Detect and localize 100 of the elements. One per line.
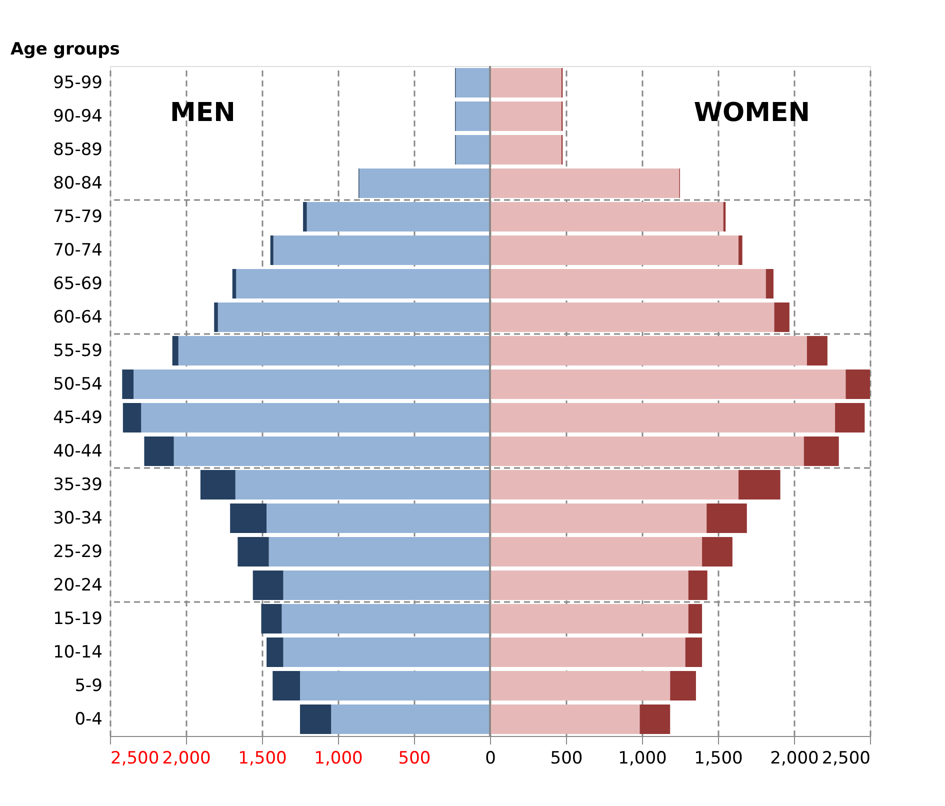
y-tick-label: 90-94 bbox=[53, 106, 102, 126]
bar bbox=[174, 436, 490, 466]
bar bbox=[490, 168, 680, 198]
bar bbox=[490, 102, 562, 131]
bar bbox=[261, 604, 282, 634]
bar bbox=[282, 604, 490, 634]
y-tick-label: 45-49 bbox=[53, 408, 102, 428]
x-tick-label: 2,000 bbox=[770, 748, 819, 768]
bar bbox=[359, 168, 490, 198]
bar bbox=[230, 504, 267, 533]
bar bbox=[232, 269, 236, 298]
bar bbox=[236, 269, 490, 298]
x-tick-label: 500 bbox=[550, 748, 583, 768]
bar bbox=[122, 370, 134, 399]
bar bbox=[490, 470, 739, 500]
y-tick-label: 95-99 bbox=[53, 72, 102, 93]
bar bbox=[172, 336, 178, 366]
x-tick-label: 500 bbox=[398, 748, 431, 768]
y-tick-label: 55-59 bbox=[53, 340, 102, 361]
x-tick-label: 2,500 bbox=[822, 748, 870, 768]
bar bbox=[490, 537, 702, 566]
bar bbox=[283, 638, 490, 667]
y-tick-label: 65-69 bbox=[53, 274, 102, 294]
bar bbox=[490, 302, 774, 332]
bar bbox=[688, 570, 708, 600]
y-tick-label: 50-54 bbox=[53, 374, 102, 394]
bar bbox=[331, 704, 490, 734]
annotation: WOMEN bbox=[694, 98, 810, 128]
x-tick-label: 1,500 bbox=[238, 748, 287, 768]
bar bbox=[804, 436, 839, 466]
bar bbox=[266, 504, 490, 533]
bar bbox=[738, 470, 780, 500]
bar bbox=[266, 638, 284, 667]
x-tick-label: 0 bbox=[485, 748, 496, 768]
y-tick-label: 40-44 bbox=[53, 441, 102, 462]
bar bbox=[306, 202, 490, 232]
bar bbox=[456, 68, 490, 98]
bar bbox=[283, 570, 490, 600]
bar bbox=[235, 470, 490, 500]
bar bbox=[214, 302, 218, 332]
y-tick-label: 75-79 bbox=[53, 206, 102, 227]
bar bbox=[300, 671, 490, 700]
y-tick-label: 85-89 bbox=[53, 140, 102, 160]
bar bbox=[273, 236, 490, 265]
bar bbox=[144, 436, 174, 466]
bar bbox=[252, 570, 284, 600]
bar bbox=[134, 370, 490, 399]
bar bbox=[270, 236, 274, 265]
y-axis-title: Age groups bbox=[10, 40, 120, 60]
bar bbox=[490, 638, 686, 667]
y-tick-label: 0-4 bbox=[74, 709, 102, 730]
y-tick-label: 35-39 bbox=[53, 474, 102, 495]
bar bbox=[774, 302, 790, 332]
y-tick-label: 60-64 bbox=[53, 307, 102, 328]
y-tick-label: 25-29 bbox=[53, 542, 102, 562]
y-tick-label: 30-34 bbox=[53, 508, 102, 528]
bar bbox=[490, 236, 739, 265]
bar bbox=[490, 202, 724, 232]
bar bbox=[490, 671, 670, 700]
bar bbox=[268, 537, 490, 566]
bar bbox=[490, 403, 836, 432]
bar bbox=[490, 336, 807, 366]
x-tick-label: 2,500 bbox=[110, 748, 160, 768]
bar bbox=[272, 671, 300, 700]
bar bbox=[835, 403, 865, 432]
bar bbox=[490, 68, 562, 98]
x-tick-label: 1,500 bbox=[694, 748, 743, 768]
y-tick-label: 10-14 bbox=[53, 642, 102, 662]
bar bbox=[490, 436, 804, 466]
bar bbox=[688, 604, 702, 634]
y-tick-label: 80-84 bbox=[53, 173, 102, 194]
bar bbox=[490, 504, 707, 533]
bar bbox=[670, 671, 696, 700]
bar bbox=[178, 336, 490, 366]
bar bbox=[685, 638, 702, 667]
bar bbox=[456, 102, 490, 131]
bar bbox=[490, 370, 846, 399]
bar bbox=[806, 336, 828, 366]
bar bbox=[706, 504, 747, 533]
bar bbox=[640, 704, 670, 734]
y-tick-label: 5-9 bbox=[74, 676, 102, 696]
bar bbox=[122, 403, 142, 432]
bar bbox=[238, 537, 269, 566]
bar bbox=[766, 269, 774, 298]
bar bbox=[456, 135, 490, 164]
x-tick-label: 2,000 bbox=[162, 748, 211, 768]
bar bbox=[490, 704, 640, 734]
bar bbox=[490, 269, 766, 298]
bar bbox=[490, 604, 688, 634]
x-tick-label: 1,000 bbox=[618, 748, 667, 768]
bar bbox=[300, 704, 332, 734]
bar bbox=[490, 135, 562, 164]
y-tick-label: 70-74 bbox=[53, 240, 102, 260]
x-tick-label: 1,000 bbox=[314, 748, 363, 768]
bar bbox=[303, 202, 307, 232]
bar bbox=[738, 236, 742, 265]
bar bbox=[490, 570, 688, 600]
bar bbox=[141, 403, 490, 432]
bar bbox=[218, 302, 490, 332]
bar bbox=[846, 370, 870, 399]
